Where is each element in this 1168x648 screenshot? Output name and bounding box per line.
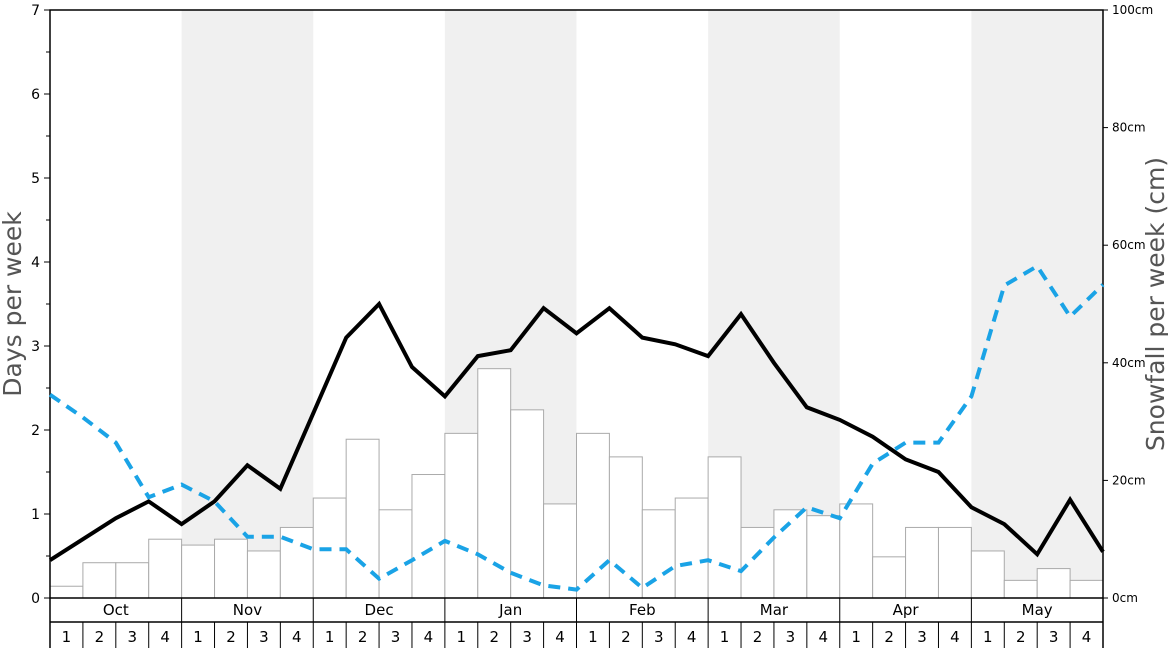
month-shading [181,10,1103,598]
snowfall-bar [1069,579,1104,599]
snowfall-bar [707,456,742,599]
snowfall-bar [477,368,512,599]
snowfall-bar [576,432,610,599]
month-label: May [1022,601,1053,619]
month-label: Oct [103,601,129,619]
week-label: 4 [687,628,697,646]
month-label: Nov [233,601,262,619]
left-tick-label: 4 [31,255,40,271]
snowfall-bar [444,432,479,599]
month-axis: Oct 1 2 3 4 Nov 1 2 3 4 Dec 1 2 3 4 Jan 1 2 3 4 Feb 1 2 3 4 Mar 1 2… [49,598,1104,648]
week-label: 2 [489,628,499,646]
month-shade [181,10,314,598]
snowfall-bar [181,544,216,599]
snowfall-bar [49,585,84,599]
snowfall-bar [937,526,972,599]
snowfall-bar [115,562,150,599]
week-label: 4 [1082,628,1092,646]
snowfall-bar [970,550,1005,599]
week-label: 1 [588,628,598,646]
month-label: Feb [629,601,656,619]
left-tick-label: 0 [31,591,40,607]
week-label: 2 [1016,628,1026,646]
week-label: 3 [1049,628,1059,646]
week-label: 4 [292,628,302,646]
week-label: 1 [720,628,730,646]
week-label: 2 [95,628,105,646]
week-label: 3 [654,628,664,646]
week-label: 4 [555,628,565,646]
snowfall-bar [773,509,808,599]
snowfall-bar [510,409,545,599]
week-label: 2 [621,628,631,646]
week-label: 1 [325,628,335,646]
series-line-solid [48,300,1105,562]
month-label: Jan [498,601,522,619]
snowfall-bar [806,515,841,599]
snowfall-bars [49,9,1104,599]
left-tick-label: 1 [31,507,40,523]
left-tick-label: 3 [31,339,40,355]
week-label: 2 [753,628,763,646]
right-tick-label: 60cm [1112,238,1146,252]
week-label: 4 [950,628,960,646]
snowfall-bar [82,562,117,599]
week-label: 1 [62,628,72,646]
right-axis: 0cm 20cm 40cm 60cm 80cm 100cm [1103,3,1153,605]
right-tick-label: 80cm [1112,121,1146,135]
snowfall-bar [740,526,775,599]
right-tick-label: 100cm [1112,3,1153,17]
snowfall-bar [214,538,248,599]
right-axis-title: Snowfall per week (cm) [1141,157,1168,451]
week-label: 1 [851,628,861,646]
month-label: Apr [893,601,920,619]
right-tick-label: 0cm [1112,591,1138,605]
week-label: 3 [917,628,927,646]
snowfall-bar [378,509,413,599]
week-label: 3 [786,628,796,646]
right-tick-label: 20cm [1112,473,1146,487]
week-label: 4 [819,628,829,646]
week-label: 3 [391,628,401,646]
series-line-dashed [48,263,1105,592]
left-axis: 0 1 2 3 4 5 6 7 [31,3,50,607]
right-tick-label: 40cm [1112,356,1146,370]
snowfall-bar [905,526,939,599]
month-label: Mar [760,601,789,619]
snowfall-bar [839,503,874,599]
week-label: 2 [884,628,894,646]
left-tick-label: 7 [31,3,40,19]
snowfall-bar [246,550,281,599]
week-label: 1 [457,628,467,646]
snowfall-bar [543,503,577,599]
snowfall-bar [674,497,709,599]
left-tick-label: 2 [31,423,40,439]
week-label: 3 [259,628,269,646]
month-shade [971,10,1103,598]
snowfall-bar [608,456,643,599]
left-tick-label: 5 [31,171,40,187]
snowfall-bar [1036,568,1071,599]
left-axis-title: Days per week [0,211,27,397]
snowfall-bar [148,538,183,599]
month-label: Dec [365,601,394,619]
snowfall-bar [872,556,907,599]
snowfall-bar [1003,579,1038,599]
week-label: 4 [424,628,434,646]
week-label: 3 [127,628,137,646]
week-label: 2 [358,628,368,646]
series-lines [48,263,1105,592]
snowfall-bar [411,474,446,599]
left-tick-label: 6 [31,87,40,103]
week-label: 4 [160,628,170,646]
week-label: 2 [226,628,236,646]
week-label: 3 [522,628,532,646]
week-label: 1 [193,628,203,646]
week-label: 1 [983,628,993,646]
